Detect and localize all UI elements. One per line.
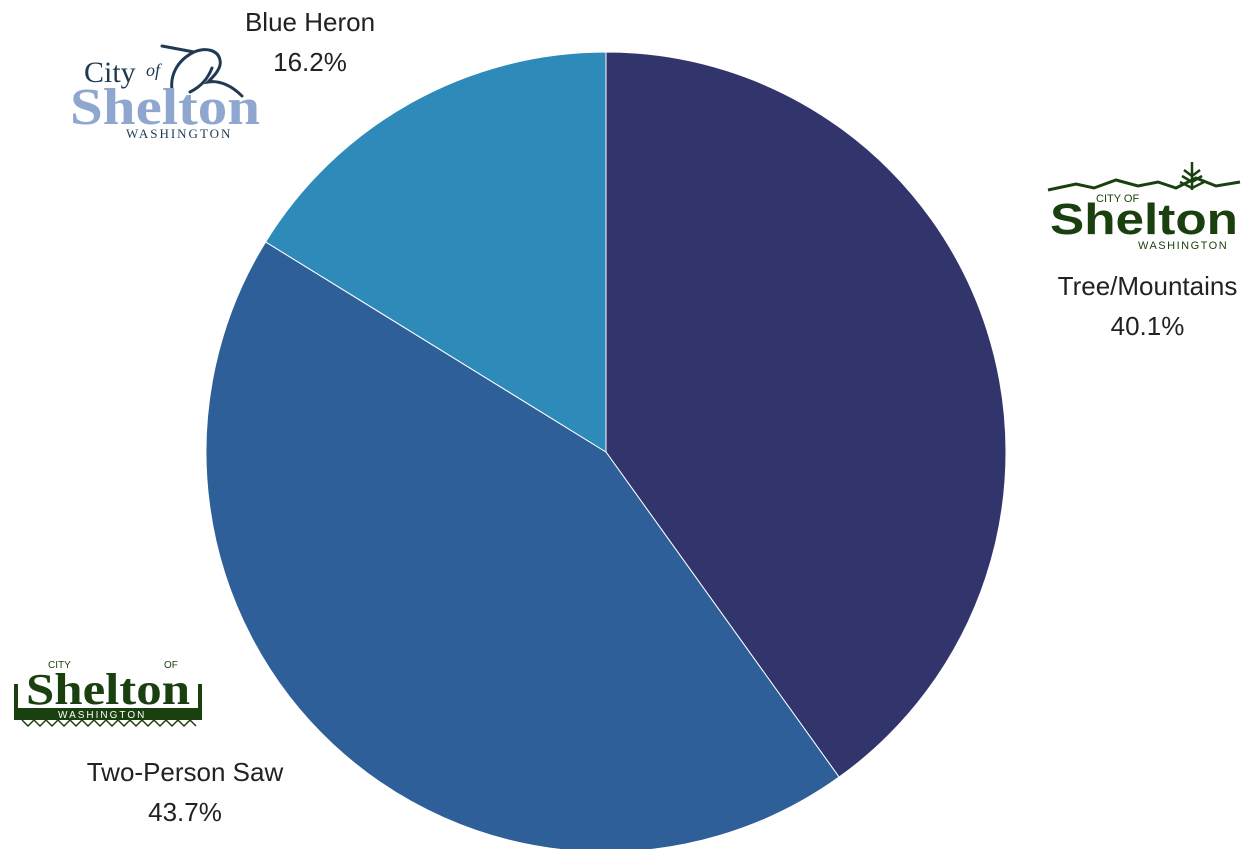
- saw-logo-name: Shelton: [26, 665, 190, 714]
- heron-icon: [160, 44, 244, 98]
- label-name: Two-Person Saw: [86, 757, 284, 787]
- label-percent: 16.2%: [273, 47, 347, 77]
- label-two-person-saw: Two-Person Saw 43.7%: [70, 752, 300, 832]
- tree-logo-state: WASHINGTON: [1138, 240, 1228, 252]
- saw-logo-state: WASHINGTON: [58, 710, 146, 721]
- pie-slice-blue-heron: [264, 51, 607, 453]
- heron-logo: City of Shelton WASHINGTON: [62, 38, 272, 144]
- label-percent: 43.7%: [148, 797, 222, 827]
- saw-logo-of: OF: [164, 660, 178, 671]
- heron-logo-of: of: [146, 60, 163, 80]
- heron-logo-state: WASHINGTON: [126, 126, 232, 141]
- tree-mountains-logo: CITY OF Shelton WASHINGTON: [1046, 160, 1244, 254]
- saw-logo-city: CITY: [48, 660, 71, 671]
- tree-logo-city: CITY OF: [1096, 193, 1139, 205]
- saw-logo: CITY OF Shelton WASHINGTON: [12, 654, 204, 728]
- label-name: Blue Heron: [244, 7, 376, 37]
- heron-logo-name: Shelton: [70, 79, 260, 136]
- mountains-icon: [1047, 176, 1241, 192]
- label-percent: 40.1%: [1110, 311, 1185, 341]
- pie-slice-tree-mountains: [605, 51, 1007, 778]
- pie-slice-two-person-saw: [205, 241, 840, 849]
- label-blue-heron: Blue Heron 16.2%: [210, 2, 410, 82]
- heron-logo-city: City: [84, 56, 136, 89]
- tree-icon: [1179, 162, 1205, 190]
- saw-icon: [14, 684, 202, 728]
- label-name: Tree/Mountains: [1057, 271, 1238, 301]
- tree-logo-name: Shelton: [1050, 195, 1238, 244]
- label-tree-mountains: Tree/Mountains 40.1%: [1040, 266, 1255, 346]
